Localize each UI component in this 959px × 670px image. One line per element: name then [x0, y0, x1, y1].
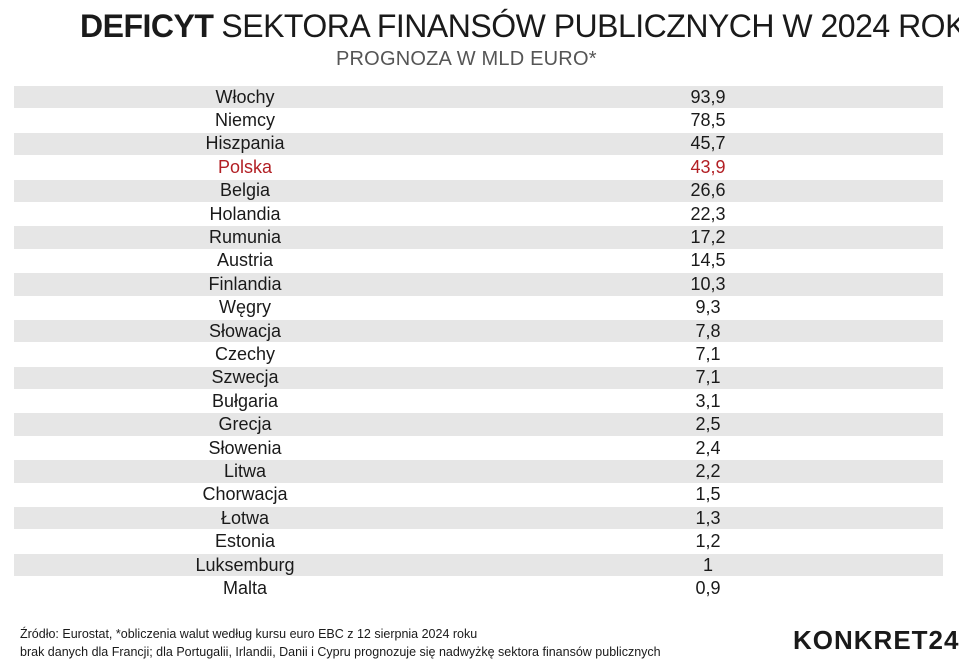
brand-logo: KONKRET24: [793, 625, 959, 655]
deficit-value: 17,2: [690, 227, 726, 248]
data-note: brak danych dla Francji; dla Portugalii,…: [20, 645, 661, 659]
country-name: Grecja: [218, 414, 272, 435]
deficit-value: 2,2: [695, 460, 721, 481]
country-name: Hiszpania: [205, 133, 285, 154]
table-row: Łotwa 1,3: [14, 507, 943, 531]
table-row: Malta 0,9: [14, 577, 943, 601]
country-name: Litwa: [223, 460, 267, 481]
deficit-value: 26,6: [690, 180, 726, 201]
table-row: Niemcy 78,5: [14, 109, 943, 133]
title-rest: SEKTORA FINANSÓW PUBLICZNYCH W 2024 ROKU: [221, 8, 959, 44]
deficit-value: 0,9: [695, 577, 721, 598]
table-row: Czechy 7,1: [14, 343, 943, 367]
country-name: Niemcy: [214, 110, 275, 131]
deficit-value: 9,3: [695, 297, 721, 318]
deficit-value: 14,5: [690, 250, 726, 271]
country-name: Finlandia: [208, 273, 282, 294]
table-row: Finlandia 10,3: [14, 273, 943, 297]
table-row: Polska 43,9: [14, 156, 943, 180]
table-row: Słowenia 2,4: [14, 436, 943, 461]
country-name: Włochy: [215, 86, 275, 107]
deficit-value: 7,8: [695, 320, 721, 341]
country-name: Austria: [216, 250, 274, 271]
table-row: Holandia 22,3: [14, 202, 943, 227]
deficit-value: 1,2: [695, 531, 721, 552]
country-name: Węgry: [218, 297, 271, 318]
deficit-value: 1: [702, 554, 713, 575]
deficit-value: 3,1: [695, 390, 721, 411]
table-row: Austria 14,5: [14, 249, 943, 274]
deficit-value: 7,1: [695, 343, 721, 364]
country-name: Czechy: [214, 343, 276, 364]
deficit-table: Włochy 93,9 Niemcy 78,5 Hiszpania 45,7 Polska 4…: [14, 86, 943, 601]
table-row: Belgia 26,6: [14, 179, 943, 203]
country-name: Luksemburg: [195, 554, 295, 575]
deficit-value: 2,5: [695, 414, 721, 435]
deficit-value: 93,9: [690, 86, 726, 107]
country-name: Słowenia: [208, 437, 282, 458]
table-row: Słowacja 7,8: [14, 319, 943, 344]
table-row: Luksemburg 1: [14, 553, 943, 578]
table-row: Grecja 2,5: [14, 413, 943, 437]
country-name: Bułgaria: [211, 390, 279, 411]
country-name: Rumunia: [208, 227, 282, 248]
table-row: Chorwacja 1,5: [14, 483, 943, 508]
chart-subtitle: PROGNOZA W MLD EURO*: [336, 48, 597, 70]
table-row: Rumunia 17,2: [14, 226, 943, 250]
country-name: Holandia: [209, 203, 281, 224]
country-name: Łotwa: [220, 507, 270, 528]
table-row: Szwecja 7,1: [14, 366, 943, 391]
deficit-value: 7,1: [695, 367, 721, 388]
country-name: Estonia: [214, 531, 276, 552]
table-row: Bułgaria 3,1: [14, 390, 943, 414]
deficit-value: 78,5: [690, 110, 726, 131]
deficit-value: 10,3: [690, 273, 726, 294]
country-name: Polska: [217, 156, 273, 177]
country-name: Szwecja: [211, 367, 279, 388]
table-row: Estonia 1,2: [14, 530, 943, 554]
table-row: Węgry 9,3: [14, 296, 943, 320]
country-name: Belgia: [219, 180, 271, 201]
footer: Źródło: Eurostat, *obliczenia walut wedł…: [20, 625, 661, 661]
title-bold: DEFICYT: [80, 8, 214, 44]
chart-title: DEFICYT SEKTORA FINANSÓW PUBLICZNYCH W 20…: [80, 8, 959, 44]
country-name: Słowacja: [208, 320, 282, 341]
table-row: Hiszpania 45,7: [14, 132, 943, 157]
deficit-value: 45,7: [690, 133, 726, 154]
table-row: Włochy 93,9: [14, 86, 943, 110]
deficit-value: 2,4: [695, 437, 721, 458]
country-name: Chorwacja: [202, 484, 288, 505]
deficit-value: 1,5: [695, 484, 721, 505]
deficit-value: 43,9: [690, 156, 726, 177]
deficit-value: 22,3: [690, 203, 726, 224]
deficit-value: 1,3: [695, 507, 721, 528]
country-name: Malta: [222, 577, 267, 598]
source-note: Źródło: Eurostat, *obliczenia walut wedł…: [20, 627, 478, 641]
table-row: Litwa 2,2: [14, 460, 943, 484]
